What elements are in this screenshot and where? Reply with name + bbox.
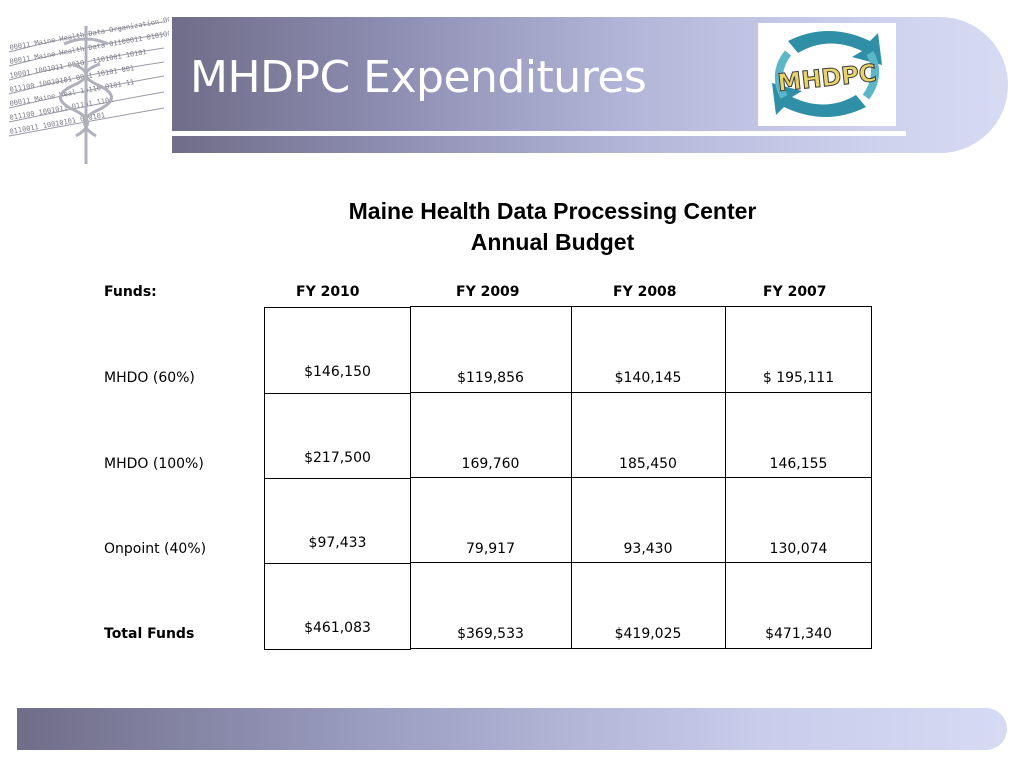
cell-fy2009: $369,533	[457, 626, 524, 642]
slide-title: MHDPC Expenditures	[190, 52, 647, 103]
fy2010-cell-box	[264, 393, 411, 479]
cell-fy2008: 93,430	[623, 541, 673, 557]
header-fy2007: FY 2007	[763, 284, 827, 300]
cell-fy2010: $97,433	[308, 535, 367, 551]
mhdpc-logo-icon: MHDPC	[772, 31, 882, 117]
grid-hline	[410, 562, 872, 563]
grid-hline	[410, 477, 872, 478]
header-fy2010: FY 2010	[296, 284, 360, 300]
cell-fy2010: $461,083	[304, 620, 371, 636]
cell-fy2010: $217,500	[304, 450, 371, 466]
cell-fy2008: $140,145	[614, 370, 682, 386]
fy2010-cell-box	[264, 307, 411, 394]
footer-bar	[17, 708, 1007, 750]
header-funds: Funds:	[104, 284, 157, 300]
row-label-mhdo-60: MHDO (60%)	[104, 370, 195, 386]
header-fy2008: FY 2008	[613, 284, 677, 300]
cell-fy2007: $471,340	[765, 626, 832, 642]
cell-fy2007: $ 195,111	[762, 370, 835, 386]
cell-fy2007: 130,074	[769, 541, 828, 557]
cell-fy2007: 146,155	[769, 456, 828, 472]
cell-fy2010: $146,150	[304, 364, 371, 380]
logo-text: MHDPC	[776, 59, 877, 97]
cell-fy2009: $119,856	[457, 370, 524, 386]
logo-panel: MHDPC	[758, 23, 896, 126]
cell-fy2008: $419,025	[614, 626, 682, 642]
heading-line-1: Maine Health Data Processing Center	[348, 198, 757, 224]
fy2010-cell-box	[264, 563, 411, 650]
row-label-onpoint: Onpoint (40%)	[104, 541, 207, 557]
row-label-total: Total Funds	[104, 626, 195, 642]
cell-fy2009: 79,917	[466, 541, 515, 557]
grid-hline	[410, 392, 872, 393]
caduceus-seal-icon: 00011 Maine Health Data Organization 001…	[8, 14, 169, 164]
table-heading: Maine Health Data Processing Center Annu…	[300, 196, 805, 258]
banner-divider	[172, 131, 906, 136]
cell-fy2009: 169,760	[461, 456, 520, 472]
cell-fy2008: 185,450	[619, 456, 677, 472]
header-fy2009: FY 2009	[456, 284, 520, 300]
fy2010-cell-box	[264, 478, 411, 564]
row-label-mhdo-100: MHDO (100%)	[104, 456, 204, 472]
heading-line-2: Annual Budget	[470, 229, 635, 255]
